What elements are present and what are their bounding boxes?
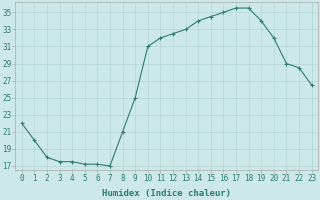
X-axis label: Humidex (Indice chaleur): Humidex (Indice chaleur) — [102, 189, 231, 198]
